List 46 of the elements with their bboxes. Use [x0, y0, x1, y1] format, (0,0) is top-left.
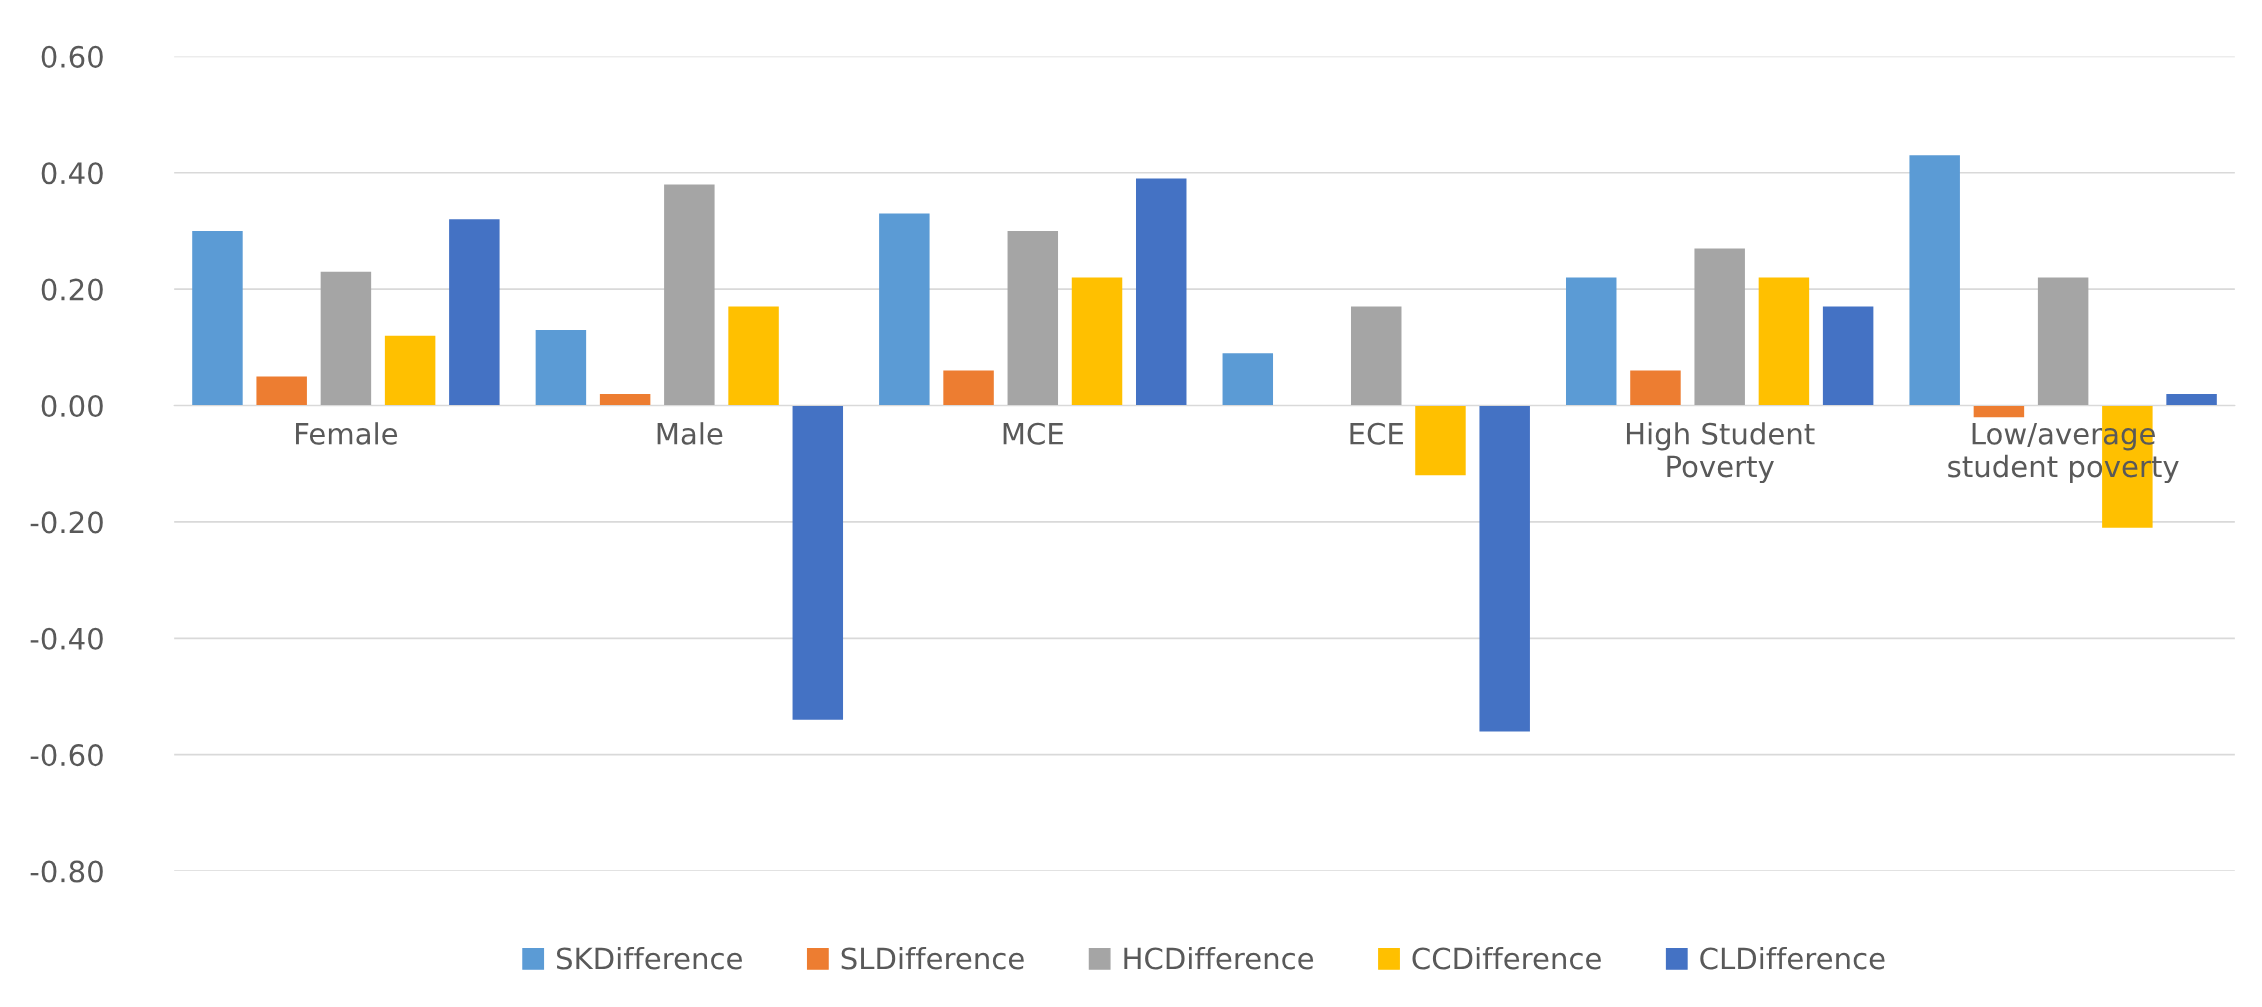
bar [320, 271, 372, 406]
bar [1222, 353, 1274, 406]
bar [1565, 277, 1617, 406]
bar [879, 213, 930, 406]
bar [728, 306, 779, 406]
bar [792, 405, 844, 720]
bar [1758, 277, 1810, 406]
bar [599, 393, 651, 406]
y-tick-label: -0.20 [30, 511, 103, 534]
bar [1415, 405, 1466, 476]
legend-label: SKDifference [556, 946, 742, 970]
y-tick-label: 0.60 [41, 45, 103, 68]
legend-label: SLDifference [841, 946, 1024, 970]
bar [1351, 306, 1402, 406]
bar [1136, 178, 1187, 406]
legend-label: CLDifference [1700, 946, 1885, 970]
x-tick-label: ECE [1350, 422, 1403, 445]
y-tick-label: 0.40 [41, 162, 103, 185]
bar [449, 219, 500, 406]
y-tick-label: 0.20 [41, 278, 103, 301]
bar [1822, 306, 1874, 406]
legend-label: CCDifference [1412, 946, 1601, 970]
x-tick-label: MCE [1003, 422, 1063, 445]
y-tick-label: -0.60 [30, 744, 103, 767]
bar [2037, 277, 2089, 406]
bar [1479, 405, 1530, 732]
bar [535, 329, 587, 406]
legend-label: HCDifference [1124, 946, 1314, 970]
bar [1007, 230, 1059, 406]
y-tick-label: 0.00 [41, 394, 103, 418]
y-tick-label: -0.40 [30, 627, 103, 650]
bar [256, 376, 307, 406]
bar [664, 184, 715, 406]
x-tick-label: Female [296, 422, 398, 445]
bar [2166, 393, 2217, 406]
bar [384, 335, 436, 406]
bar [1630, 370, 1681, 406]
bar [1071, 277, 1123, 406]
bar [943, 370, 994, 406]
y-tick-label: -0.80 [30, 860, 103, 883]
bar [192, 230, 243, 406]
bar [1909, 155, 1960, 406]
x-tick-label: Male [657, 422, 723, 445]
bar [1973, 405, 2025, 418]
x-tick-label: High Student Poverty [1626, 422, 1815, 484]
bar [1694, 248, 1745, 406]
